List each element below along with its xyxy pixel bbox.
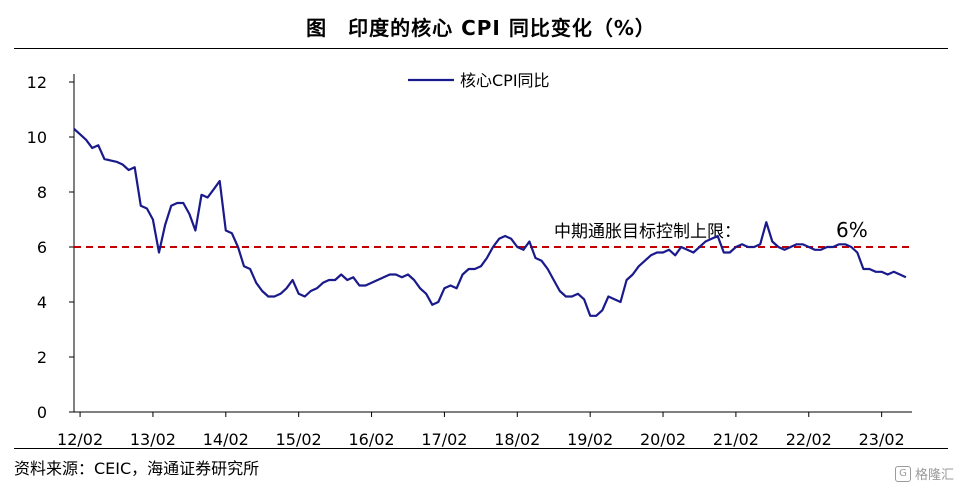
y-tick-label: 0 xyxy=(37,403,47,422)
source-note: 资料来源：CEIC，海通证券研究所 xyxy=(14,459,260,478)
series-group xyxy=(73,127,907,317)
x-tick-label: 15/02 xyxy=(276,430,322,448)
legend: 核心CPI同比 xyxy=(408,71,550,90)
y-tick-label: 12 xyxy=(27,73,47,92)
x-tick-label: 22/02 xyxy=(786,430,832,448)
watermark: G 格隆汇 xyxy=(894,464,954,483)
x-tick-label: 16/02 xyxy=(348,430,394,448)
x-tick-label: 17/02 xyxy=(421,430,467,448)
reference-line-label: 中期通胀目标控制上限： xyxy=(554,222,741,242)
y-axis: 0 2 4 6 8 10 12 xyxy=(27,73,75,422)
y-tick-label: 6 xyxy=(37,238,47,257)
x-tick-label: 20/02 xyxy=(640,430,686,448)
x-tick-label: 21/02 xyxy=(713,430,759,448)
watermark-text: 格隆汇 xyxy=(914,468,954,483)
x-tick-label: 13/02 xyxy=(130,430,176,448)
x-tick-label: 23/02 xyxy=(859,430,905,448)
y-tick-label: 4 xyxy=(37,293,47,312)
title-divider xyxy=(14,48,948,49)
x-tick-label: 12/02 xyxy=(57,430,103,448)
x-tick-label: 18/02 xyxy=(494,430,540,448)
x-tick-label: 14/02 xyxy=(203,430,249,448)
y-tick-label: 2 xyxy=(37,348,47,367)
legend-label: 核心CPI同比 xyxy=(460,71,550,90)
reference-line-group: 中期通胀目标控制上限： 6% xyxy=(74,218,912,248)
series-line-core-cpi xyxy=(73,127,907,317)
line-chart: 0 2 4 6 8 10 12 12/02 13/02 14/02 15/02 16/02 17/02… xyxy=(27,71,912,448)
y-tick-label: 10 xyxy=(27,128,47,147)
watermark-logo-icon: G xyxy=(894,465,911,482)
x-axis: 12/02 13/02 14/02 15/02 16/02 17/02 18/02 19/02… xyxy=(57,411,912,448)
y-tick-label: 8 xyxy=(37,183,47,202)
chart-title: 图 印度的核心 CPI 同比变化（%） xyxy=(306,16,656,40)
reference-line-value: 6% xyxy=(836,218,868,242)
footer-divider xyxy=(14,448,948,449)
x-tick-label: 19/02 xyxy=(567,430,613,448)
